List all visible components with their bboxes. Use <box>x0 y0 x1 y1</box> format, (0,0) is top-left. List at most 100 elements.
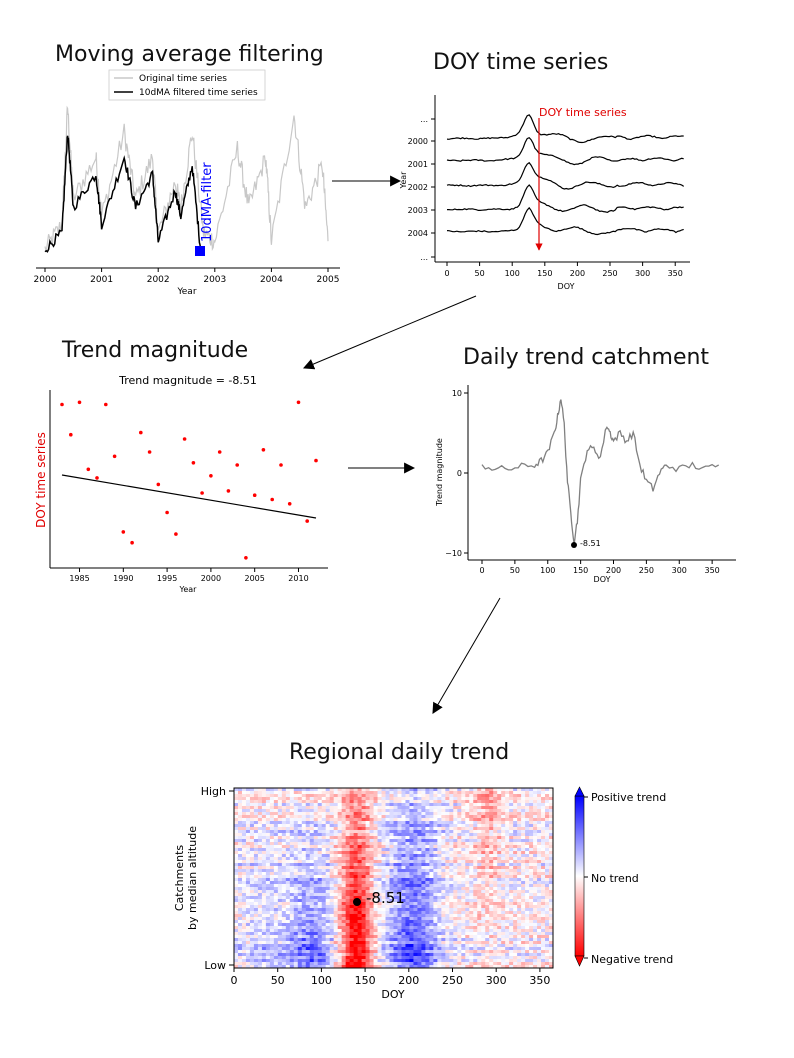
heatmap-cell <box>505 929 510 933</box>
heatmap-cell <box>353 815 359 819</box>
heatmap-cell <box>489 902 494 906</box>
heatmap-cell <box>453 884 458 888</box>
heatmap-cell <box>329 905 335 909</box>
heatmap-cell <box>297 881 303 885</box>
heatmap-cell <box>385 815 390 819</box>
heatmap-cell <box>469 914 474 918</box>
doy-year-curve <box>446 136 684 166</box>
heatmap-cell <box>245 890 251 894</box>
heatmap-cell <box>493 938 498 942</box>
heatmap-cell <box>373 932 378 936</box>
heatmap-cell <box>305 800 311 804</box>
heatmap-cell <box>521 947 526 951</box>
heatmap-cell <box>341 962 347 966</box>
heatmap-cell <box>513 803 518 807</box>
heatmap-cell <box>409 863 414 867</box>
heatmap-cell <box>393 818 398 822</box>
heatmap-cell <box>429 878 434 882</box>
heatmap-cell <box>313 788 319 792</box>
heatmap-cell <box>517 902 522 906</box>
heatmap-cell <box>549 893 553 897</box>
heatmap-cell <box>381 803 386 807</box>
heatmap-cell <box>234 815 239 819</box>
heatmap-cell <box>405 947 410 951</box>
heatmap-cell <box>545 965 550 968</box>
heatmap-cell <box>381 827 386 831</box>
heatmap-cell <box>385 959 390 963</box>
heatmap-cell <box>461 905 466 909</box>
heatmap-cell <box>417 929 422 933</box>
heatmap-cell <box>529 794 534 798</box>
heatmap-cell <box>241 962 247 966</box>
heatmap-cell <box>285 911 291 915</box>
heatmap-cell <box>234 884 239 888</box>
heatmap-cell <box>234 917 239 921</box>
heatmap-cell <box>293 962 299 966</box>
heatmap-cell <box>277 950 283 954</box>
heatmap-cell <box>473 950 478 954</box>
heatmap-cell <box>521 920 526 924</box>
heatmap-cell <box>489 908 494 912</box>
heatmap-cell <box>493 926 498 930</box>
heatmap-cell <box>545 860 550 864</box>
heatmap-cell <box>241 851 247 855</box>
heatmap-cell <box>241 800 247 804</box>
heatmap-cell <box>265 809 271 813</box>
heatmap-cell <box>485 791 490 795</box>
heatmap-cell <box>261 857 267 861</box>
heatmap-cell <box>401 866 406 870</box>
heatmap-cell <box>429 848 434 852</box>
heatmap-cell <box>257 917 263 921</box>
heatmap-cell <box>329 923 335 927</box>
heatmap-cell <box>234 809 239 813</box>
heatmap-cell <box>481 878 486 882</box>
heatmap-cell <box>253 800 259 804</box>
heatmap-cell <box>289 827 295 831</box>
heatmap-cell <box>537 947 542 951</box>
heatmap-cell <box>317 863 323 867</box>
heatmap-cell <box>293 833 299 837</box>
heatmap-cell <box>389 959 394 963</box>
heatmap-cell <box>493 872 498 876</box>
heatmap-cell <box>253 899 259 903</box>
heatmap-cell <box>289 917 295 921</box>
heatmap-cell <box>373 866 378 870</box>
heatmap-cell <box>385 950 390 954</box>
heatmap-cell <box>517 947 522 951</box>
heatmap-cell <box>549 950 553 954</box>
heatmap-cell <box>297 818 303 822</box>
heatmap-cell <box>393 875 398 879</box>
heatmap-cell <box>521 809 526 813</box>
heatmap-cell <box>461 941 466 945</box>
heatmap-cell <box>353 872 359 876</box>
heatmap-cell <box>373 833 378 837</box>
heatmap-cell <box>257 887 263 891</box>
heatmap-cell <box>365 911 370 915</box>
heatmap-cell <box>417 896 422 900</box>
heatmap-cell <box>337 803 343 807</box>
scatter-subtitle: Trend magnitude = -8.51 <box>118 374 257 387</box>
heatmap-cell <box>465 956 470 960</box>
heatmap-cell <box>321 896 327 900</box>
heatmap-cell <box>433 959 438 963</box>
heatmap-cell <box>281 899 287 903</box>
heatmap-cell <box>365 806 370 810</box>
heatmap-cell <box>545 917 550 921</box>
heatmap-cell <box>349 881 355 885</box>
heatmap-cell <box>377 803 382 807</box>
heatmap-cell <box>337 908 343 912</box>
heatmap-cell <box>545 959 550 963</box>
heatmap-cell <box>305 890 311 894</box>
heatmap-cell <box>333 797 339 801</box>
heatmap-cell <box>353 890 359 894</box>
heatmap-cell <box>401 800 406 804</box>
heatmap-cell <box>441 821 446 825</box>
heatmap-cell <box>317 902 323 906</box>
heatmap-cell <box>549 842 553 846</box>
heatmap-cell <box>405 806 410 810</box>
heatmap-cell <box>337 932 343 936</box>
heatmap-cell <box>401 821 406 825</box>
heatmap-cell <box>433 863 438 867</box>
heatmap-cell <box>461 920 466 924</box>
heatmap-cell <box>393 797 398 801</box>
